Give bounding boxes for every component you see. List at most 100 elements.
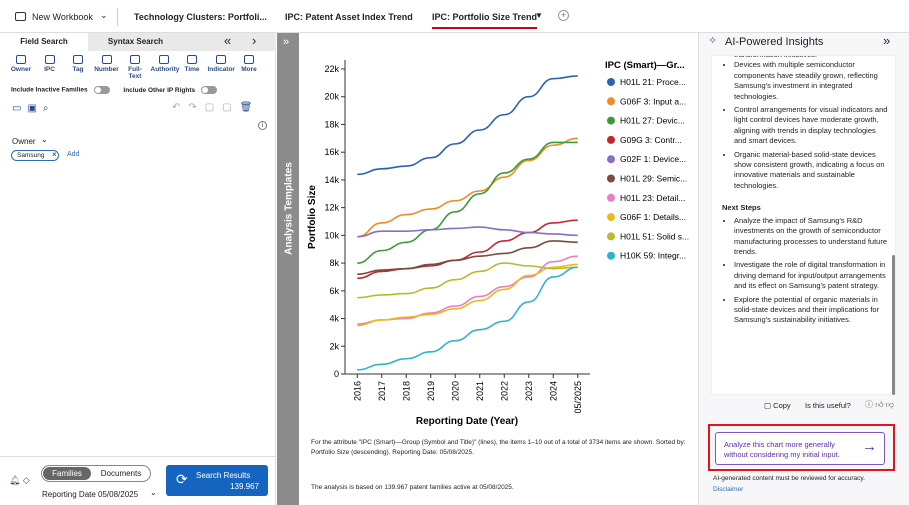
search-tab[interactable]: Syntax Search	[107, 37, 164, 46]
search-label: Search Results	[196, 471, 251, 480]
x-tick-label: 2020	[450, 381, 460, 401]
active-search-tab[interactable]: Field Search	[0, 33, 88, 51]
toggle-label: Include Inactive Families	[11, 86, 88, 94]
tool-button[interactable]: Owner	[8, 55, 34, 73]
series-line	[357, 226, 578, 238]
tool-icon	[73, 55, 83, 64]
top-bar: New Workbook ⌄ Technology Clusters: Port…	[0, 0, 909, 33]
feedback-label: Is this useful?	[805, 401, 851, 410]
tool-button[interactable]: IPC	[37, 55, 63, 73]
series-line	[357, 75, 578, 176]
workbook-menu[interactable]: New Workbook	[32, 12, 93, 22]
legend-entry: G02F 1: Device...	[620, 154, 686, 164]
tab[interactable]: Technology Clusters: Portfoli...	[134, 12, 267, 22]
chart-note: The analysis is based on 139.967 patent …	[311, 484, 514, 491]
x-tick-label: 2021	[475, 381, 485, 401]
tool-button[interactable]: Indicator	[207, 55, 235, 73]
arrow: →	[862, 438, 877, 455]
switch[interactable]	[93, 86, 110, 94]
x-axis-label: Reporting Date (Year)	[416, 416, 518, 427]
legend-marker	[607, 135, 615, 144]
chip[interactable]: Samsung	[11, 150, 60, 161]
chip-close[interactable]: ×	[52, 150, 57, 159]
x-tick-label: 2016	[352, 381, 362, 401]
add-filter[interactable]: Add	[67, 151, 80, 158]
suggestion-text: Analyze this chart more generally withou…	[724, 440, 840, 459]
collapse[interactable]: »	[883, 33, 891, 48]
templates-bar[interactable]: » Analysis Templates	[277, 33, 299, 505]
reporting-date[interactable]: Reporting Date 05/08/2025	[42, 490, 139, 499]
y-tick-label: 12k	[324, 203, 339, 213]
search-button[interactable]: ⟳ Search Results 139.967	[166, 465, 268, 496]
view-option-active[interactable]: Families	[43, 467, 91, 480]
tool-label: Owner	[10, 66, 32, 73]
collapse[interactable]: «	[224, 33, 232, 48]
series-line	[357, 262, 578, 299]
tool-button[interactable]: Number	[94, 55, 120, 73]
tool-button[interactable]: More	[236, 55, 262, 73]
ai-note: AI-generated content must be reviewed fo…	[713, 475, 865, 482]
tool-label: Time	[184, 66, 200, 73]
tool-icon	[101, 55, 112, 64]
insight-item: Organic material-based solid-state devic…	[734, 150, 890, 192]
tool-button[interactable]: Time	[179, 55, 205, 73]
y-tick-label: 6k	[329, 286, 339, 296]
legend-entry: H01L 23: Detail...	[620, 193, 685, 203]
tab[interactable]: IPC: Patent Asset Index Trend	[285, 12, 413, 22]
tool-icon	[215, 55, 226, 64]
tool-label: More	[241, 66, 257, 73]
legend-entry: G06F 1: Details...	[620, 212, 686, 222]
suggestion-button[interactable]: Analyze this chart more generally withou…	[715, 432, 885, 465]
copy-button[interactable]: ▢ Copy	[764, 401, 791, 410]
feedback-icons[interactable]: ⓘ 👍︎ 👎︎	[865, 400, 894, 409]
tool-button[interactable]: Full-Text	[122, 55, 148, 80]
active-tab-underline	[432, 27, 537, 29]
view-option[interactable]: Documents	[100, 469, 142, 478]
legend-marker	[607, 97, 615, 106]
insights-scroll: transformation initiatives.Devices with …	[711, 55, 896, 395]
legend-marker	[607, 213, 615, 222]
scrollbar	[892, 255, 895, 395]
edit-icons: ↶↷▢▢🗑	[172, 102, 261, 113]
next[interactable]: ›	[252, 33, 257, 48]
tab-menu[interactable]: ▼	[535, 11, 543, 20]
chart: Portfolio Size Reporting Date (Year) IPC…	[307, 60, 689, 427]
y-tick-label: 2k	[329, 341, 339, 351]
switch[interactable]	[201, 86, 218, 94]
legend-marker	[607, 116, 615, 125]
insights-content: transformation initiatives.Devices with …	[722, 56, 890, 329]
tool-button[interactable]: Authority	[151, 55, 179, 73]
tab[interactable]: IPC: Portfolio Size Trend	[432, 12, 538, 22]
highlight-box	[708, 424, 895, 471]
disclaimer-link[interactable]: Disclaimer	[713, 486, 744, 493]
search-count: 139.967	[230, 482, 259, 491]
x-tick-label: 05/2025	[573, 381, 583, 414]
y-tick-label: 10k	[324, 230, 339, 240]
tool-icon	[16, 55, 26, 64]
tool-icon	[244, 55, 254, 64]
series-line	[357, 255, 578, 325]
tool-button[interactable]: Tag	[65, 55, 91, 73]
next-step: Analyze the impact of Samsung's R&D inve…	[734, 216, 890, 258]
y-tick-label: 18k	[324, 119, 339, 129]
legend-entry: H01L 27: Devic...	[620, 116, 685, 126]
legend-entry: H10K 59: Integr...	[620, 251, 686, 261]
view-toggle	[41, 465, 151, 482]
legend-entry: H01L 29: Semic...	[620, 174, 687, 184]
legend-marker	[607, 193, 615, 202]
add-tab[interactable]: +	[558, 10, 569, 21]
y-tick-label: 22k	[324, 64, 339, 74]
tool-label: Indicator	[207, 66, 235, 73]
info-icon[interactable]: i	[258, 121, 267, 130]
insight-text: transformation initiatives.	[722, 56, 890, 60]
insight-list: Devices with multiple semiconductor comp…	[722, 60, 890, 191]
series-line	[357, 266, 578, 371]
refresh-icon: ⟳	[176, 471, 188, 487]
chevron: ⌄	[41, 135, 48, 144]
y-tick-label: 14k	[324, 175, 339, 185]
x-tick-label: 2023	[524, 381, 534, 401]
chevron: ⌄	[100, 10, 108, 20]
next-step: Investigate the role of digital transfor…	[734, 260, 890, 291]
next-step: Explore the potential of organic materia…	[734, 295, 890, 326]
x-tick-label: 2019	[426, 381, 436, 401]
